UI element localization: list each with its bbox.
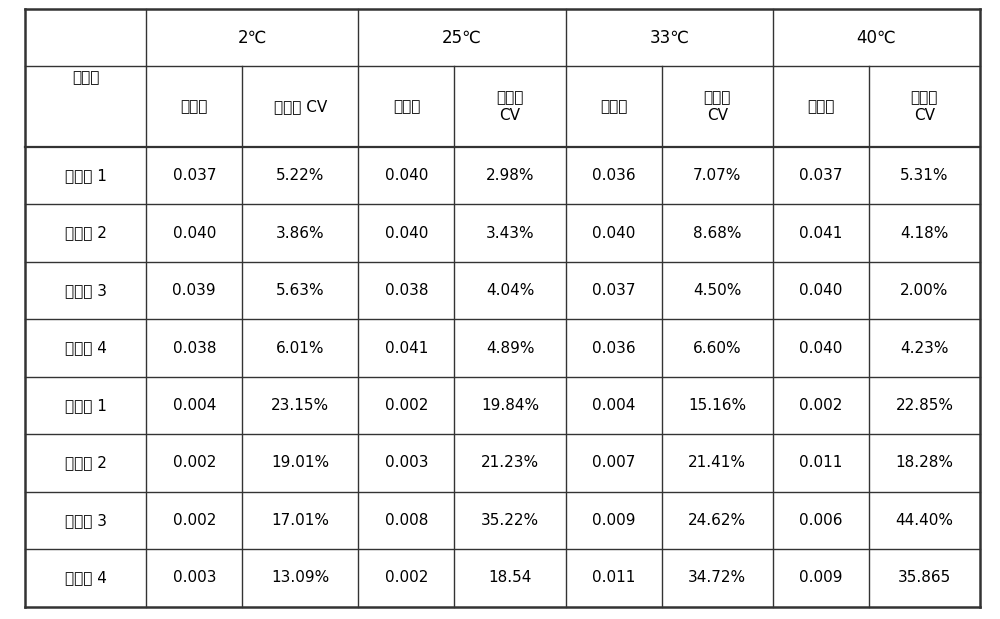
- Text: 0.040: 0.040: [385, 226, 428, 241]
- Text: 0.003: 0.003: [173, 570, 216, 586]
- Text: 18.54: 18.54: [488, 570, 532, 586]
- Text: 5.31%: 5.31%: [900, 168, 949, 183]
- Text: 0.006: 0.006: [799, 513, 843, 528]
- Text: 0.008: 0.008: [385, 513, 428, 528]
- Text: 重复性
CV: 重复性 CV: [496, 90, 524, 123]
- Text: 23.15%: 23.15%: [271, 398, 329, 413]
- Text: 4.50%: 4.50%: [693, 283, 741, 298]
- Text: 0.040: 0.040: [799, 340, 843, 355]
- Text: 0.037: 0.037: [592, 283, 635, 298]
- Text: 3.43%: 3.43%: [486, 226, 534, 241]
- Text: 2.00%: 2.00%: [900, 283, 949, 298]
- Text: 19.01%: 19.01%: [271, 456, 329, 470]
- Text: 0.011: 0.011: [592, 570, 635, 586]
- Text: 重复性
CV: 重复性 CV: [911, 90, 938, 123]
- Text: 0.011: 0.011: [799, 456, 843, 470]
- Text: 对比例 4: 对比例 4: [65, 570, 107, 586]
- Text: 对比例 2: 对比例 2: [65, 456, 107, 470]
- Text: 4.04%: 4.04%: [486, 283, 534, 298]
- Text: 3.86%: 3.86%: [276, 226, 325, 241]
- Text: 重复性
CV: 重复性 CV: [704, 90, 731, 123]
- Text: 0.002: 0.002: [173, 456, 216, 470]
- Text: 0.040: 0.040: [799, 283, 843, 298]
- Text: 0.009: 0.009: [592, 513, 635, 528]
- Text: 实施例 2: 实施例 2: [65, 226, 107, 241]
- Text: 0.036: 0.036: [592, 340, 635, 355]
- Text: 4.18%: 4.18%: [900, 226, 949, 241]
- Text: 4.23%: 4.23%: [900, 340, 949, 355]
- Text: 21.23%: 21.23%: [481, 456, 539, 470]
- Text: 0.037: 0.037: [173, 168, 216, 183]
- Text: 15.16%: 15.16%: [688, 398, 746, 413]
- Text: 0.002: 0.002: [799, 398, 843, 413]
- Text: 实施例 3: 实施例 3: [65, 283, 107, 298]
- Text: 35.865: 35.865: [898, 570, 951, 586]
- Text: 44.40%: 44.40%: [895, 513, 953, 528]
- Text: 5.63%: 5.63%: [276, 283, 325, 298]
- Text: 平均値: 平均値: [600, 99, 627, 114]
- Text: 平均値: 平均値: [807, 99, 835, 114]
- Text: 0.038: 0.038: [173, 340, 216, 355]
- Text: 实施例 4: 实施例 4: [65, 340, 107, 355]
- Text: 试验组: 试验组: [72, 71, 99, 85]
- Text: 对比例 3: 对比例 3: [65, 513, 107, 528]
- Text: 35.22%: 35.22%: [481, 513, 539, 528]
- Text: 0.004: 0.004: [592, 398, 635, 413]
- Text: 5.22%: 5.22%: [276, 168, 325, 183]
- Text: 0.041: 0.041: [799, 226, 843, 241]
- Text: 0.040: 0.040: [592, 226, 635, 241]
- Text: 0.037: 0.037: [799, 168, 843, 183]
- Text: 重复性 CV: 重复性 CV: [274, 99, 327, 114]
- Text: 0.040: 0.040: [173, 226, 216, 241]
- Text: 19.84%: 19.84%: [481, 398, 539, 413]
- Text: 34.72%: 34.72%: [688, 570, 746, 586]
- Text: 0.002: 0.002: [173, 513, 216, 528]
- Text: 0.041: 0.041: [385, 340, 428, 355]
- Text: 0.038: 0.038: [385, 283, 428, 298]
- Text: 2℃: 2℃: [238, 28, 267, 46]
- Text: 6.60%: 6.60%: [693, 340, 742, 355]
- Text: 4.89%: 4.89%: [486, 340, 534, 355]
- Text: 实施例 1: 实施例 1: [65, 168, 107, 183]
- Text: 18.28%: 18.28%: [895, 456, 953, 470]
- Text: 0.007: 0.007: [592, 456, 635, 470]
- Text: 平均値: 平均値: [181, 99, 208, 114]
- Text: 33℃: 33℃: [649, 28, 689, 46]
- Text: 40℃: 40℃: [857, 28, 896, 46]
- Text: 2.98%: 2.98%: [486, 168, 534, 183]
- Text: 0.004: 0.004: [173, 398, 216, 413]
- Text: 平均値: 平均値: [393, 99, 420, 114]
- Text: 7.07%: 7.07%: [693, 168, 741, 183]
- Text: 0.002: 0.002: [385, 570, 428, 586]
- Text: 0.009: 0.009: [799, 570, 843, 586]
- Text: 0.036: 0.036: [592, 168, 635, 183]
- Text: 0.003: 0.003: [385, 456, 428, 470]
- Text: 对比例 1: 对比例 1: [65, 398, 107, 413]
- Text: 13.09%: 13.09%: [271, 570, 330, 586]
- Text: 22.85%: 22.85%: [895, 398, 953, 413]
- Text: 0.040: 0.040: [385, 168, 428, 183]
- Text: 8.68%: 8.68%: [693, 226, 741, 241]
- Text: 6.01%: 6.01%: [276, 340, 325, 355]
- Text: 21.41%: 21.41%: [688, 456, 746, 470]
- Text: 0.039: 0.039: [172, 283, 216, 298]
- Text: 24.62%: 24.62%: [688, 513, 746, 528]
- Text: 0.002: 0.002: [385, 398, 428, 413]
- Text: 25℃: 25℃: [442, 28, 482, 46]
- Text: 17.01%: 17.01%: [271, 513, 329, 528]
